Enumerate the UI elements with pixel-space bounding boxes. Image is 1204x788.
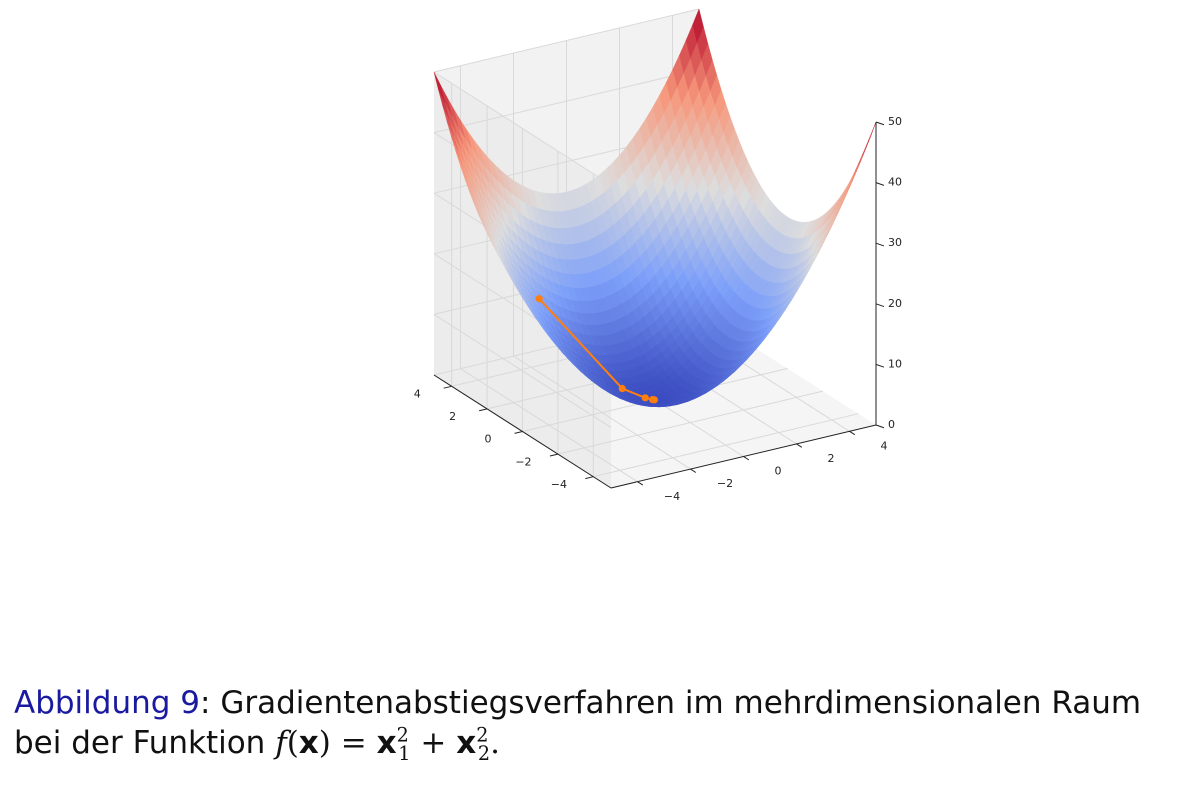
- z-tick-mark: [875, 303, 885, 308]
- y-tick-label: 0: [775, 465, 782, 478]
- caption-line-1: Abbildung 9: Gradientenabstiegsverfahren…: [14, 683, 1194, 723]
- formula-x: x: [298, 725, 319, 761]
- z-tick-label: 10: [888, 357, 902, 370]
- y-tick-label: 2: [828, 452, 835, 465]
- formula-f: f: [275, 725, 287, 761]
- x-tick-label: 0: [485, 433, 492, 446]
- grid-line-floor-y: [513, 355, 691, 470]
- z-tick-label: 50: [888, 115, 902, 128]
- caption-text-line-2: bei der Funktion: [14, 725, 266, 761]
- grid-line-back-z: [433, 71, 612, 186]
- formula-x1-sub: 1: [398, 742, 411, 766]
- z-tick-label: 30: [888, 236, 902, 249]
- y-tick-mark: [637, 481, 644, 486]
- z-tick-mark: [875, 182, 885, 186]
- caption-separator: :: [200, 685, 211, 721]
- formula-x2-exp: 2: [476, 723, 489, 747]
- y-tick-mark: [849, 430, 856, 436]
- y-tick-mark: [743, 456, 750, 461]
- grid-line-left-z: [433, 69, 700, 134]
- caption-text-line-1: Gradientenabstiegsverfahren im mehrdimen…: [220, 685, 1142, 721]
- x-tick-label: 2: [449, 410, 456, 423]
- grid-line-floor-y: [460, 368, 638, 483]
- figure-caption: Abbildung 9: Gradientenabstiegsverfahren…: [14, 683, 1194, 763]
- descent-path-point: [650, 396, 658, 404]
- descent-path-point: [535, 295, 543, 303]
- z-tick-mark: [875, 424, 885, 429]
- x-tick-label: −4: [551, 478, 567, 491]
- z-tick-mark: [875, 242, 885, 247]
- x-tick-label: 4: [414, 387, 421, 400]
- y-tick-mark: [796, 443, 803, 448]
- caption-formula: f(x) = x21 + x22.: [275, 723, 500, 763]
- x-tick-mark: [443, 385, 452, 389]
- formula-x1-exp: 2: [396, 723, 409, 747]
- grid-line-back-z: [433, 313, 612, 428]
- formula-x1: x: [376, 725, 397, 761]
- formula-x2: x: [456, 725, 477, 761]
- formula-lparen: (: [286, 725, 299, 761]
- z-tick-label: 20: [888, 297, 902, 310]
- formula-period: .: [490, 725, 500, 761]
- formula-plus: +: [420, 725, 447, 761]
- surface-patch: [433, 71, 446, 103]
- y-tick-label: 4: [881, 439, 888, 452]
- z-tick-mark: [875, 363, 885, 368]
- descent-path-point: [618, 384, 626, 393]
- loss-surface: [433, 8, 877, 408]
- x-tick-mark: [585, 476, 594, 480]
- formula-rparen: ): [318, 725, 331, 761]
- x-tick-mark: [514, 431, 523, 434]
- z-tick-mark: [875, 121, 885, 126]
- caption-line-2: bei der Funktion f(x) = x21 + x22.: [14, 723, 1194, 763]
- x-tick-mark: [549, 453, 559, 457]
- z-tick-label: 40: [888, 176, 902, 189]
- x-tick-mark: [479, 408, 488, 412]
- x-tick-label: −2: [515, 455, 531, 468]
- y-tick-label: −4: [664, 490, 680, 503]
- y-tick-mark: [690, 468, 697, 473]
- gradient-descent-path: [535, 295, 658, 404]
- z-tick-label: 0: [888, 418, 895, 431]
- descent-path-point: [641, 394, 649, 402]
- surface-plot-figure: −4 −2 0 2 4 −4 −2 0 2 4 0 10 20 30 40 50: [414, 8, 902, 503]
- grid-line-left-z: [433, 8, 700, 73]
- y-tick-label: −2: [717, 477, 733, 490]
- caption-label: Abbildung 9: [14, 685, 201, 721]
- formula-equals: =: [340, 725, 367, 761]
- formula-x2-sub: 2: [477, 742, 491, 766]
